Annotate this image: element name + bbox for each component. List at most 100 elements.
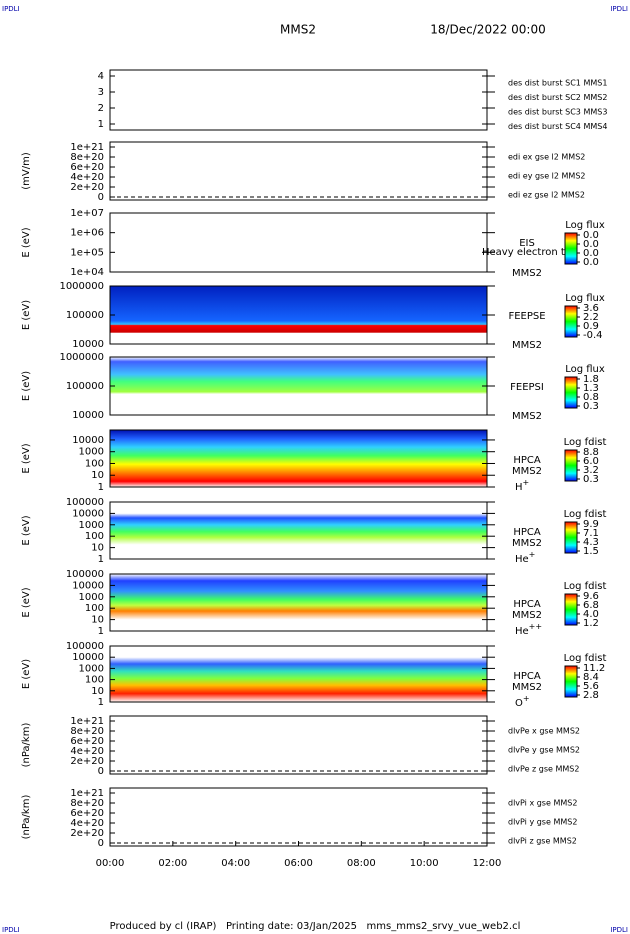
instrument-label: HPCA	[513, 527, 541, 538]
y-tick-label: 1000	[79, 520, 104, 531]
spectrogram	[110, 502, 487, 559]
colorbar-tick-label: 11.2	[583, 663, 605, 674]
y-tick-label: 1000	[79, 663, 104, 674]
spacecraft-label: MMS2	[512, 268, 542, 279]
legend-entry: des dist burst SC4 MMS4	[508, 122, 607, 131]
colorbar-tick-label: 2.2	[583, 312, 599, 323]
panel-frame	[109, 573, 488, 632]
y-axis-label: E (eV)	[21, 587, 32, 617]
legend-entry: dlvPe z gse MMS2	[508, 765, 579, 774]
colorbar-tick-label: 0.3	[583, 401, 599, 412]
species: He	[515, 626, 529, 637]
x-tick-label: 06:00	[284, 858, 313, 869]
y-tick-label: 10	[91, 686, 104, 697]
y-tick-label: 1e+05	[70, 247, 104, 258]
y-tick-label: 1	[98, 119, 104, 130]
y-tick-label: 6e+20	[70, 162, 104, 173]
y-tick-label: 1000	[79, 447, 104, 458]
colorbar-title: Log flux	[565, 293, 605, 304]
spacecraft-label: MMS2	[512, 411, 542, 422]
y-tick-label: 10	[91, 470, 104, 481]
y-tick-label: 100000	[66, 641, 104, 652]
x-tick-label: 04:00	[221, 858, 250, 869]
legend-entry: edi ex gse l2 MMS2	[508, 153, 585, 162]
colorbar-tick-label: 2.8	[583, 690, 599, 701]
colorbar	[564, 593, 578, 626]
y-tick-label: 1000000	[59, 352, 104, 363]
y-tick-label: 100000	[66, 497, 104, 508]
y-tick-label: 4e+20	[70, 818, 104, 829]
y-tick-label: 8e+20	[70, 152, 104, 163]
colorbar-title: Log fdist	[564, 437, 607, 448]
spectrogram	[110, 574, 487, 631]
panel-frame	[109, 715, 488, 775]
instrument-label: HPCA	[513, 455, 541, 466]
spacecraft-label: MMS2	[512, 466, 542, 477]
instrument-label: HPCA	[513, 599, 541, 610]
colorbar-tick-label: 0.8	[583, 392, 599, 403]
legend-entry: dlvPi z gse MMS2	[508, 837, 577, 846]
y-tick-label: 0	[98, 838, 104, 849]
colorbar-tick-label: 6.8	[583, 600, 599, 611]
y-tick-label: 8e+20	[70, 798, 104, 809]
y-tick-label: 1000000	[59, 281, 104, 292]
charge: +	[523, 478, 530, 487]
corner-label: IPDLI	[610, 5, 628, 13]
colorbar-tick-label: 6.0	[583, 456, 599, 467]
colorbar-title: Log fdist	[564, 581, 607, 592]
charge: +	[529, 550, 536, 559]
y-tick-label: 100000	[66, 310, 104, 321]
y-tick-label: 10000	[72, 435, 104, 446]
colorbar-tick-label: 0.9	[583, 321, 599, 332]
species: O	[515, 698, 523, 709]
y-tick-label: 1	[98, 482, 104, 493]
colorbar-tick-label: 0.3	[583, 474, 599, 485]
legend-entry: des dist burst SC3 MMS3	[508, 108, 607, 117]
colorbar-tick-label: 5.6	[583, 681, 599, 692]
y-tick-label: 10000	[72, 580, 104, 591]
y-tick-label: 4e+20	[70, 746, 104, 757]
y-tick-label: 10000	[72, 652, 104, 663]
y-tick-label: 4e+20	[70, 172, 104, 183]
colorbar-tick-label: 1.2	[583, 618, 599, 629]
colorbar-tick-label: 0.0	[583, 239, 599, 250]
y-tick-label: 100000	[66, 381, 104, 392]
species-label: H+	[515, 478, 529, 494]
y-tick-label: 100000	[66, 569, 104, 580]
note: Heavy electron to	[482, 247, 571, 258]
y-tick-label: 3	[98, 87, 104, 98]
corner-label: IPDLI	[2, 5, 20, 13]
x-tick-label: 02:00	[158, 858, 187, 869]
y-tick-label: 1e+06	[70, 228, 104, 239]
spectrogram	[110, 430, 487, 487]
colorbar-title: Log fdist	[564, 509, 607, 520]
species: H	[515, 482, 523, 493]
panel-frame	[109, 69, 488, 131]
legend-entry: dlvPe y gse MMS2	[508, 746, 580, 755]
y-tick-label: 100	[85, 675, 104, 686]
spacecraft-label: MMS2	[512, 538, 542, 549]
y-tick-label: 2	[98, 103, 104, 114]
spacecraft-label: MMS2	[512, 682, 542, 693]
y-tick-label: 1	[98, 697, 104, 708]
colorbar-tick-label: 1.3	[583, 383, 599, 394]
y-tick-label: 1000	[79, 592, 104, 603]
panel-frame	[109, 787, 488, 847]
y-tick-label: 1e+21	[70, 788, 104, 799]
charge: ++	[529, 622, 542, 631]
legend-entry: des dist burst SC2 MMS2	[508, 93, 607, 102]
y-tick-label: 0	[98, 766, 104, 777]
panel-frame	[109, 141, 488, 201]
colorbar	[564, 376, 578, 409]
y-tick-label: 4	[98, 71, 104, 82]
colorbar-tick-label: 3.6	[583, 303, 599, 314]
colorbar-tick-label: 9.9	[583, 519, 599, 530]
title: MMS2	[280, 23, 316, 37]
spectrogram	[110, 286, 487, 344]
y-tick-label: 6e+20	[70, 736, 104, 747]
legend-entry: dlvPi x gse MMS2	[508, 799, 577, 808]
colorbar-tick-label: 1.8	[583, 374, 599, 385]
y-tick-label: 0	[98, 192, 104, 203]
instrument-label: FEEPSE	[508, 311, 545, 322]
y-axis-label: E (eV)	[21, 300, 32, 330]
